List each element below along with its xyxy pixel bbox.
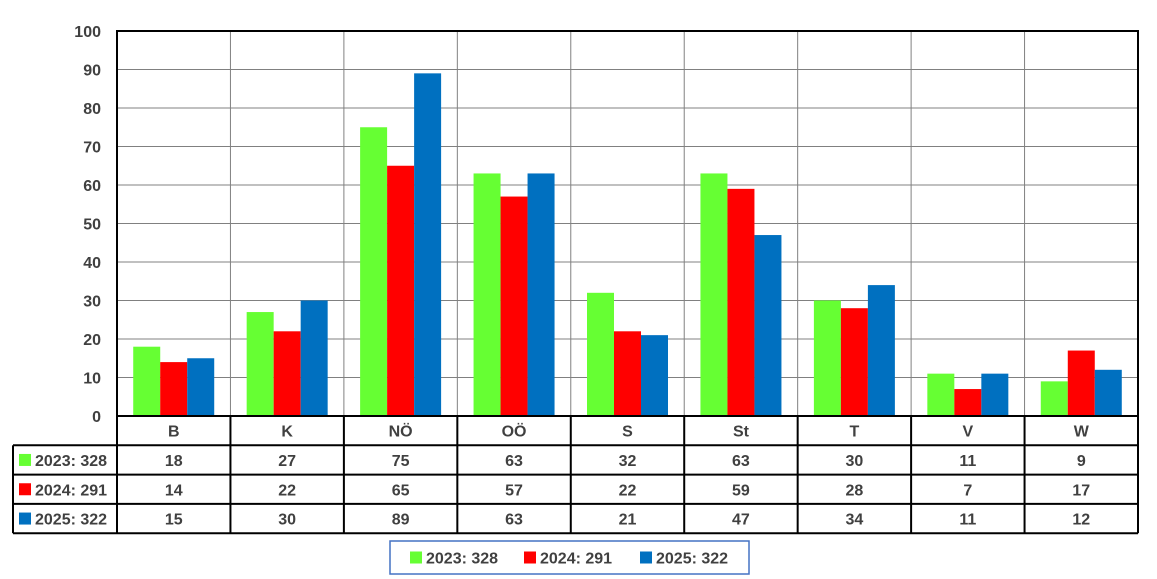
data-table-value: 63 <box>505 512 523 529</box>
y-tick-label: 60 <box>83 178 101 195</box>
data-table-value: 57 <box>505 482 523 499</box>
y-tick-label: 50 <box>83 217 101 234</box>
legend-box <box>389 540 750 575</box>
series-row-label: 2025: 322 <box>35 512 107 529</box>
bar <box>414 73 442 416</box>
x-category-label: NÖ <box>389 422 413 441</box>
x-category-label: OÖ <box>502 422 527 441</box>
data-table-value: 30 <box>278 512 296 529</box>
data-table-value: 17 <box>1072 482 1090 499</box>
bar <box>840 308 868 416</box>
bar <box>473 173 501 416</box>
legend-entry: 2023: 328 <box>426 551 498 568</box>
bar <box>300 300 328 416</box>
bar <box>387 165 415 416</box>
data-table-value: 63 <box>505 453 523 470</box>
bar <box>641 335 668 416</box>
data-table-value: 7 <box>963 482 972 499</box>
bar <box>273 331 301 416</box>
y-tick-label: 70 <box>83 140 101 157</box>
bar <box>727 188 755 416</box>
bar <box>754 235 782 416</box>
data-table-value: 11 <box>959 453 976 470</box>
x-category-label: S <box>622 424 633 441</box>
x-category-label: B <box>168 424 180 441</box>
data-table-value: 22 <box>278 482 296 499</box>
bar <box>246 312 274 416</box>
bar <box>867 285 895 416</box>
data-table-value: 27 <box>278 453 296 470</box>
data-table-value: 32 <box>619 453 637 470</box>
y-tick-label: 0 <box>92 409 101 426</box>
bar <box>1067 350 1095 416</box>
legend-swatch <box>524 551 536 564</box>
bar <box>614 331 641 416</box>
bar <box>160 362 188 416</box>
legend-swatch <box>640 551 652 564</box>
data-table-value: 14 <box>165 482 183 499</box>
y-tick-label: 80 <box>83 101 101 118</box>
data-table-value: 12 <box>1072 512 1090 529</box>
x-category-label: St <box>733 424 750 441</box>
data-table-value: 9 <box>1077 453 1086 470</box>
bar <box>500 196 528 416</box>
series-swatch <box>19 512 31 525</box>
bar <box>360 127 388 416</box>
data-table-value: 75 <box>392 453 410 470</box>
bar <box>927 373 955 416</box>
data-table-value: 28 <box>845 482 863 499</box>
legend-entry: 2024: 291 <box>540 551 612 568</box>
bar <box>700 173 728 416</box>
x-category-label: K <box>281 424 293 441</box>
data-table-value: 30 <box>845 453 863 470</box>
y-tick-label: 40 <box>83 255 101 272</box>
y-tick-label: 30 <box>83 294 101 311</box>
bar <box>954 389 982 416</box>
series-row-label: 2024: 291 <box>35 482 107 499</box>
x-category-label: V <box>962 424 973 441</box>
y-tick-label: 10 <box>83 371 101 388</box>
data-table-value: 21 <box>619 512 637 529</box>
legend-entry: 2025: 322 <box>656 551 728 568</box>
series-swatch <box>19 483 31 496</box>
bar <box>813 300 841 416</box>
series-row-label: 2023: 328 <box>35 453 107 470</box>
y-tick-label: 90 <box>83 63 101 80</box>
data-table-value: 15 <box>165 512 183 529</box>
x-category-label: W <box>1074 424 1090 441</box>
bar <box>981 373 1009 416</box>
y-tick-label: 100 <box>74 24 101 41</box>
x-category-label: T <box>849 424 859 441</box>
bar <box>587 292 614 416</box>
bar <box>527 173 555 416</box>
data-table-value: 59 <box>732 482 750 499</box>
bar <box>133 346 161 416</box>
y-tick-label: 20 <box>83 332 101 349</box>
data-table-value: 89 <box>392 512 410 529</box>
bar <box>1040 381 1068 416</box>
bar <box>187 358 215 416</box>
data-table-value: 11 <box>959 512 976 529</box>
data-table-value: 18 <box>165 453 183 470</box>
legend-swatch <box>410 551 422 564</box>
data-table-value: 22 <box>619 482 637 499</box>
data-table-value: 34 <box>845 512 863 529</box>
data-table-value: 47 <box>732 512 750 529</box>
plot-border <box>116 30 1139 417</box>
data-table-value: 63 <box>732 453 750 470</box>
bar <box>1094 369 1122 416</box>
data-table-value: 65 <box>392 482 410 499</box>
series-swatch <box>19 453 31 466</box>
